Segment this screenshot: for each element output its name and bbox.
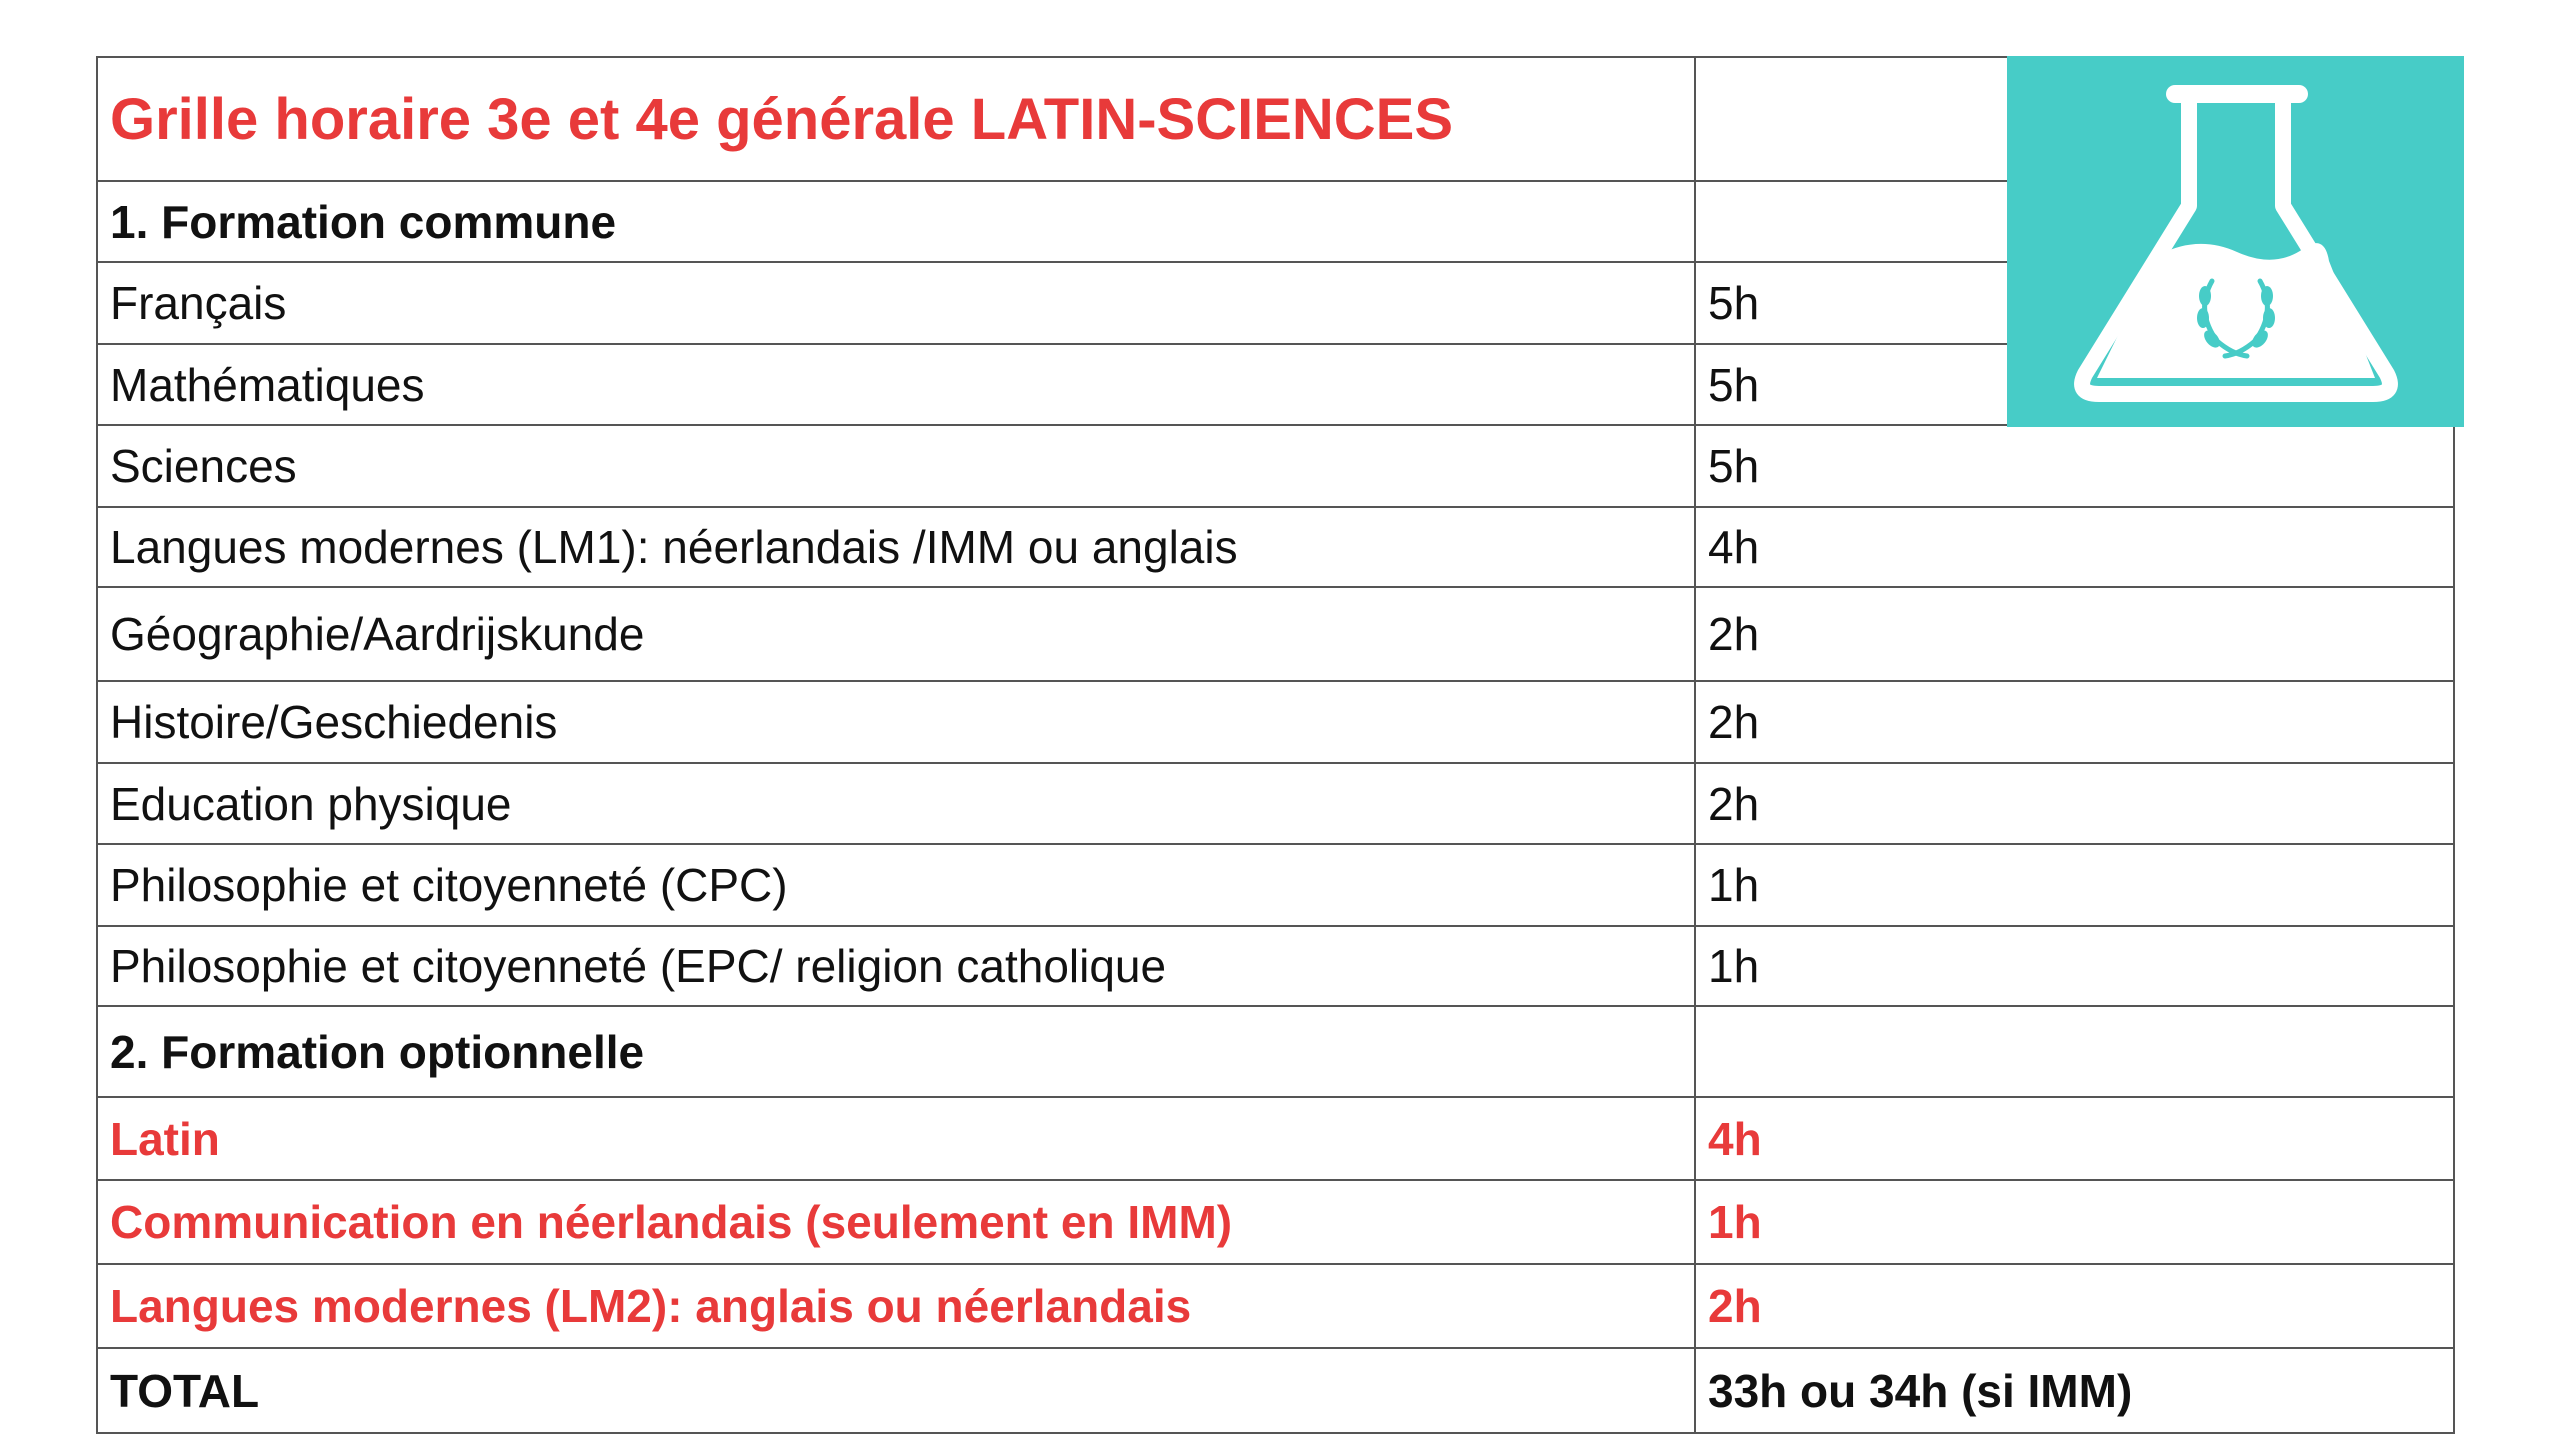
hours-cell: 4h [1694, 506, 2455, 588]
hours-cell: 4h [1694, 1096, 2455, 1181]
subject-cell: Philosophie et citoyenneté (CPC) [96, 843, 1696, 927]
table-row: Education physique 2h [96, 762, 2455, 845]
subject-cell: Géographie/Aardrijskunde [96, 586, 1696, 682]
table-row: TOTAL 33h ou 34h (si IMM) [96, 1347, 2455, 1434]
subject-cell: Philosophie et citoyenneté (EPC/ religio… [96, 925, 1696, 1007]
subject-cell: Latin [96, 1096, 1696, 1181]
hours-cell: 2h [1694, 586, 2455, 682]
table-row: Sciences 5h [96, 424, 2455, 508]
subject-cell: TOTAL [96, 1347, 1696, 1434]
table-row: 2. Formation optionnelle [96, 1005, 2455, 1098]
subject-cell: Histoire/Geschiedenis [96, 680, 1696, 764]
table-row: Langues modernes (LM2): anglais ou néerl… [96, 1263, 2455, 1349]
subject-cell: Mathématiques [96, 343, 1696, 426]
subject-cell: Education physique [96, 762, 1696, 845]
flask-icon [2007, 56, 2464, 427]
table-row: Géographie/Aardrijskunde 2h [96, 586, 2455, 682]
hours-cell: 1h [1694, 843, 2455, 927]
hours-cell: 1h [1694, 1179, 2455, 1265]
subject-cell: Sciences [96, 424, 1696, 508]
table-row: Histoire/Geschiedenis 2h [96, 680, 2455, 764]
hours-cell: 1h [1694, 925, 2455, 1007]
table-row: Philosophie et citoyenneté (EPC/ religio… [96, 925, 2455, 1007]
hours-cell: 33h ou 34h (si IMM) [1694, 1347, 2455, 1434]
subject-cell: Français [96, 261, 1696, 345]
subject-cell: Communication en néerlandais (seulement … [96, 1179, 1696, 1265]
subject-cell: 2. Formation optionnelle [96, 1005, 1696, 1098]
empty-cell [1694, 1005, 2455, 1098]
subject-cell: 1. Formation commune [96, 180, 1696, 263]
table-row: Communication en néerlandais (seulement … [96, 1179, 2455, 1265]
table-row: Latin 4h [96, 1096, 2455, 1181]
table-row: Philosophie et citoyenneté (CPC) 1h [96, 843, 2455, 927]
subject-cell: Langues modernes (LM2): anglais ou néerl… [96, 1263, 1696, 1349]
subject-cell: Langues modernes (LM1): néerlandais /IMM… [96, 506, 1696, 588]
table-title: Grille horaire 3e et 4e générale LATIN-S… [96, 56, 1696, 182]
hours-cell: 2h [1694, 680, 2455, 764]
hours-cell: 2h [1694, 762, 2455, 845]
hours-cell: 5h [1694, 424, 2455, 508]
table-row: Langues modernes (LM1): néerlandais /IMM… [96, 506, 2455, 588]
hours-cell: 2h [1694, 1263, 2455, 1349]
